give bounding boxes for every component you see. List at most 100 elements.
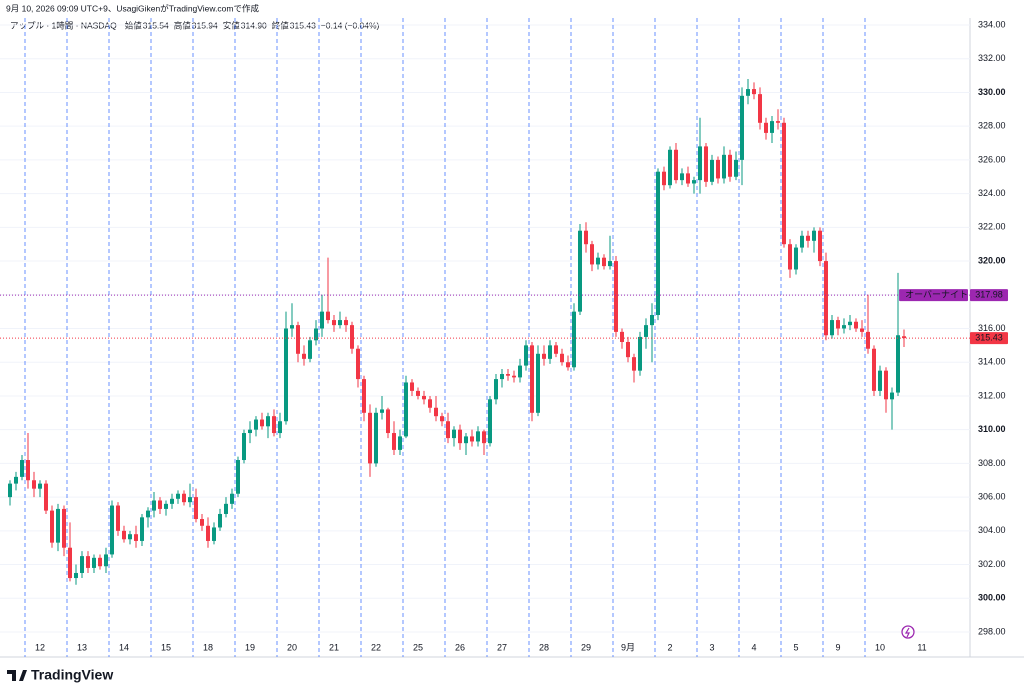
candle-body xyxy=(794,247,798,270)
candle-body xyxy=(662,171,666,186)
candle-body xyxy=(218,513,222,528)
y-tick-label: 324.00 xyxy=(978,188,1006,198)
candle-body xyxy=(506,374,510,376)
candle-body xyxy=(182,493,186,503)
candle-body xyxy=(92,557,96,568)
x-tick-label: 21 xyxy=(329,642,339,652)
overnight-label-bg xyxy=(899,289,968,302)
candle-body xyxy=(764,122,768,133)
overnight-indicator xyxy=(901,625,915,639)
candle-body xyxy=(686,173,690,184)
candle-body xyxy=(146,510,150,518)
x-tick-label: 10 xyxy=(875,642,885,652)
x-tick-label: 12 xyxy=(35,642,45,652)
candle-body xyxy=(860,328,864,332)
candle-body xyxy=(356,348,360,380)
candle-body xyxy=(62,508,66,548)
candle-body xyxy=(818,230,822,262)
price-tag-label: 317.98 xyxy=(975,289,1003,299)
candle-body xyxy=(782,122,786,245)
candle-body xyxy=(524,345,528,366)
candle-body xyxy=(392,433,396,450)
candle-body xyxy=(194,497,198,520)
candle-body xyxy=(656,171,660,316)
x-tick-label: 29 xyxy=(581,642,591,652)
price-tag xyxy=(970,289,1008,302)
candle-body xyxy=(140,517,144,541)
x-tick-label: 9 xyxy=(835,642,840,652)
candle-body xyxy=(758,94,762,123)
candle-body xyxy=(740,95,744,160)
candle-body xyxy=(32,480,36,489)
candle-body xyxy=(86,556,90,568)
candle-body xyxy=(824,261,828,336)
session-icon-bolt xyxy=(904,627,910,638)
x-tick-label: 13 xyxy=(77,642,87,652)
candle-body xyxy=(746,89,750,96)
candle-body xyxy=(872,348,876,391)
x-tick-label: 22 xyxy=(371,642,381,652)
candle-body xyxy=(500,374,504,380)
y-tick-label: 304.00 xyxy=(978,525,1006,535)
grid xyxy=(0,18,970,657)
candle-body xyxy=(494,379,498,400)
candle-body xyxy=(230,493,234,504)
candle-body xyxy=(710,159,714,182)
candle-body xyxy=(8,483,12,498)
candle-body xyxy=(74,572,78,579)
x-tick-label: 4 xyxy=(751,642,756,652)
candle-body xyxy=(80,556,84,573)
y-tick-label: 308.00 xyxy=(978,458,1006,468)
candle-body xyxy=(608,261,612,267)
candle-body xyxy=(110,505,114,555)
candle-body xyxy=(176,493,180,499)
candle-body xyxy=(620,331,624,342)
candle-body xyxy=(158,500,162,509)
candle-body xyxy=(284,328,288,422)
candle-body xyxy=(734,159,738,177)
candle-body xyxy=(128,534,132,540)
candle-body xyxy=(248,429,252,434)
candle-body xyxy=(224,503,228,514)
candle-body xyxy=(338,320,342,326)
candle-body xyxy=(362,379,366,413)
candle-body xyxy=(596,257,600,265)
candle-body xyxy=(638,336,642,371)
candle-body xyxy=(428,399,432,408)
candle-body xyxy=(242,433,246,461)
candle-body xyxy=(302,353,306,359)
candle-body xyxy=(584,230,588,245)
y-tick-label: 312.00 xyxy=(978,390,1006,400)
candle-body xyxy=(884,370,888,400)
candle-body xyxy=(98,557,102,567)
x-tick-label: 19 xyxy=(245,642,255,652)
candle-body xyxy=(308,340,312,359)
candle-body xyxy=(812,230,816,241)
candle-body xyxy=(296,325,300,354)
candle-body xyxy=(452,429,456,439)
candle-body xyxy=(254,419,258,430)
x-tick-label: 18 xyxy=(203,642,213,652)
candle-body xyxy=(866,331,870,349)
candle-body xyxy=(788,244,792,270)
candle-body xyxy=(416,390,420,396)
y-tick-label: 310.00 xyxy=(978,424,1006,434)
candle-body xyxy=(134,534,138,541)
x-tick-label: 14 xyxy=(119,642,129,652)
candle-body xyxy=(572,311,576,368)
price-tag xyxy=(970,332,1008,345)
candle-body xyxy=(344,320,348,326)
candle-body xyxy=(668,149,672,186)
candle-body xyxy=(380,409,384,413)
candle-body xyxy=(800,235,804,248)
candle-body xyxy=(434,407,438,417)
candle-body xyxy=(332,320,336,326)
candle-body xyxy=(458,429,462,444)
candle-body xyxy=(614,261,618,332)
candle-body xyxy=(290,325,294,329)
candle-body xyxy=(20,460,24,477)
candle-body xyxy=(896,335,900,393)
candle-body xyxy=(680,173,684,181)
